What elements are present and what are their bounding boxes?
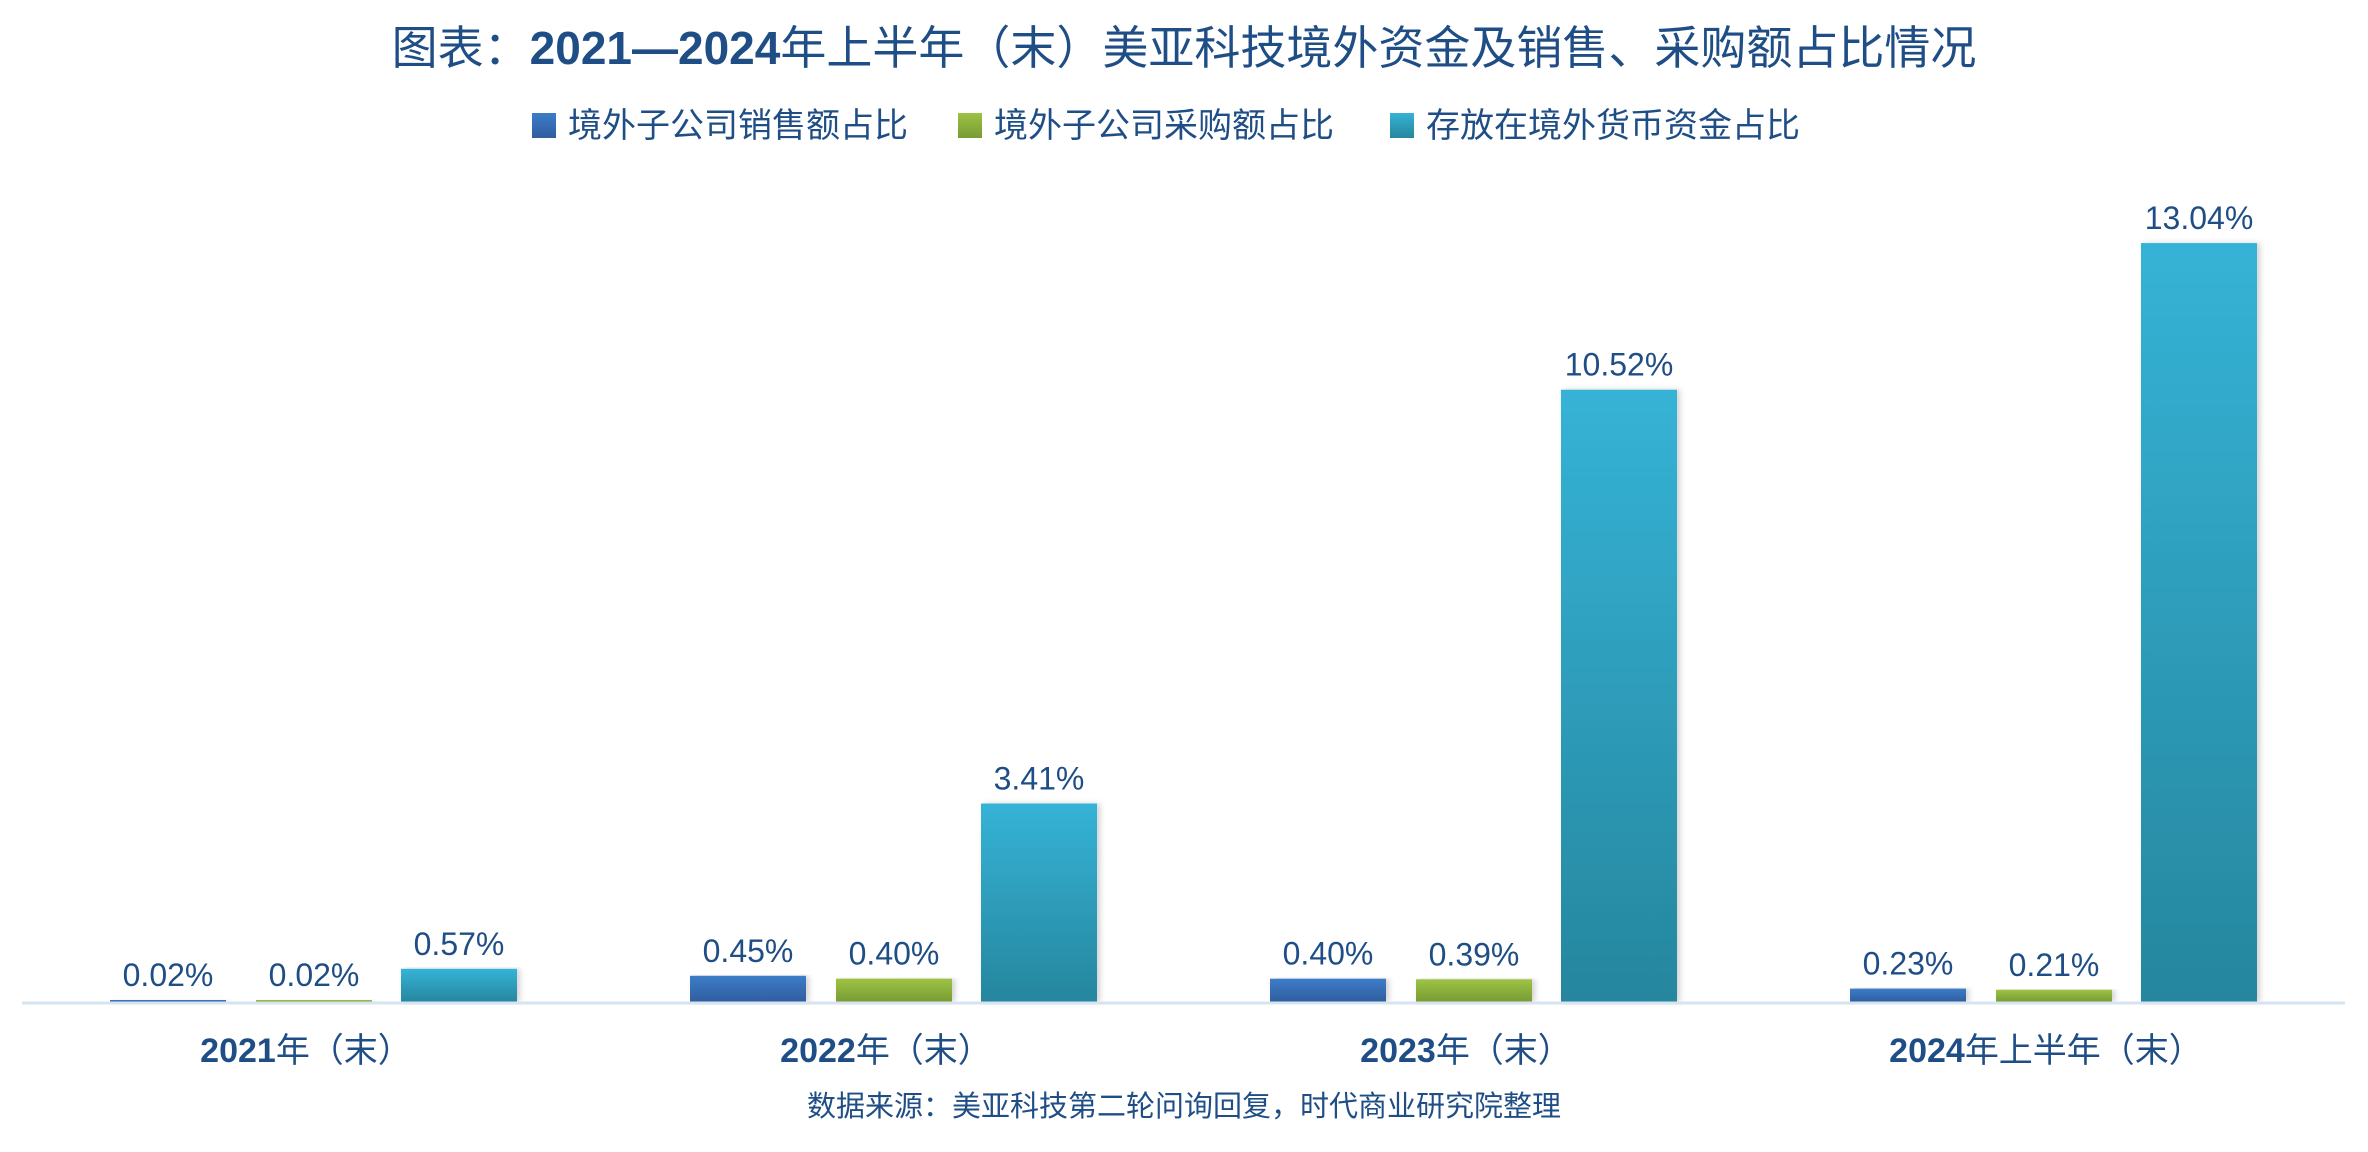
legend-swatch-sales-share — [532, 113, 556, 138]
bar-overseas-cash-share-2024 — [2141, 243, 2257, 1002]
legend-item-purchase-share: 境外子公司采购额占比 — [958, 106, 1334, 146]
source-note: 数据来源：美亚科技第二轮问询回复，时代商业研究院整理 — [807, 1089, 1561, 1123]
category-label-2023: 2023年（末） — [1360, 1031, 1572, 1071]
bar-overseas-cash-share-2021 — [401, 968, 517, 1002]
chart-title: 图表：2021—2024年上半年（末）美亚科技境外资金及销售、采购额占比情况 — [392, 21, 1977, 75]
chart-title-years: 2021—2024 — [530, 22, 781, 74]
data-labels: 0.02% 0.02% 0.57% 0.45% 0.40% 3.41% 0.40% 0.39%… — [123, 200, 2254, 993]
bar-purchase-share-2021 — [256, 1000, 372, 1002]
legend: 境外子公司销售额占比 境外子公司采购额占比 存放在境外货币资金占比 — [532, 106, 1800, 146]
bars — [110, 243, 2257, 1003]
data-label-overseas-cash-share-2024: 13.04% — [2145, 200, 2254, 236]
category-label-year: 2023 — [1360, 1032, 1436, 1070]
data-label-sales-share-2024: 0.23% — [1863, 946, 1954, 982]
data-label-purchase-share-2022: 0.40% — [849, 936, 940, 972]
bar-overseas-cash-share-2023 — [1561, 389, 1677, 1003]
category-label-year: 2022 — [780, 1032, 856, 1070]
legend-label-overseas-cash-share: 存放在境外货币资金占比 — [1426, 106, 1800, 146]
category-labels: 2021年（末） 2022年（末） 2023年（末） 2024年上半年（末） — [200, 1031, 2203, 1071]
data-label-sales-share-2022: 0.45% — [703, 933, 794, 969]
legend-item-sales-share: 境外子公司销售额占比 — [532, 106, 908, 146]
category-label-2024: 2024年上半年（末） — [1889, 1031, 2203, 1071]
data-label-overseas-cash-share-2023: 10.52% — [1565, 347, 1674, 383]
data-label-purchase-share-2024: 0.21% — [2009, 947, 2100, 983]
chart-title-prefix: 图表： — [392, 21, 530, 75]
bar-overseas-cash-share-2022 — [981, 803, 1097, 1002]
data-label-purchase-share-2023: 0.39% — [1429, 936, 1520, 972]
legend-label-sales-share: 境外子公司销售额占比 — [568, 106, 908, 146]
legend-label-purchase-share: 境外子公司采购额占比 — [994, 106, 1334, 146]
category-label-2021: 2021年（末） — [200, 1031, 412, 1071]
bar-sales-share-2022 — [690, 975, 806, 1002]
category-label-2022: 2022年（末） — [780, 1031, 992, 1071]
bar-sales-share-2021 — [110, 1000, 226, 1002]
bar-sales-share-2023 — [1270, 978, 1386, 1002]
bar-purchase-share-2023 — [1416, 979, 1532, 1002]
data-label-overseas-cash-share-2022: 3.41% — [994, 761, 1085, 797]
chart-title-suffix: 年上半年（末）美亚科技境外资金及销售、采购额占比情况 — [780, 21, 1976, 75]
bar-purchase-share-2022 — [836, 978, 952, 1002]
legend-item-overseas-cash-share: 存放在境外货币资金占比 — [1390, 106, 1800, 146]
legend-swatch-overseas-cash-share — [1390, 113, 1414, 138]
data-label-overseas-cash-share-2021: 0.57% — [414, 926, 505, 962]
data-label-purchase-share-2021: 0.02% — [269, 957, 360, 993]
bar-sales-share-2024 — [1850, 988, 1966, 1002]
bar-purchase-share-2024 — [1996, 989, 2112, 1002]
category-label-suffix: 年（末） — [856, 1031, 992, 1071]
data-label-sales-share-2021: 0.02% — [123, 957, 214, 993]
category-label-year: 2021 — [200, 1032, 276, 1070]
legend-swatch-purchase-share — [958, 113, 982, 138]
category-label-year: 2024 — [1889, 1032, 1965, 1070]
data-label-sales-share-2023: 0.40% — [1283, 936, 1374, 972]
category-label-suffix: 年上半年（末） — [1965, 1031, 2203, 1071]
category-label-suffix: 年（末） — [276, 1031, 412, 1071]
category-label-suffix: 年（末） — [1436, 1031, 1572, 1071]
